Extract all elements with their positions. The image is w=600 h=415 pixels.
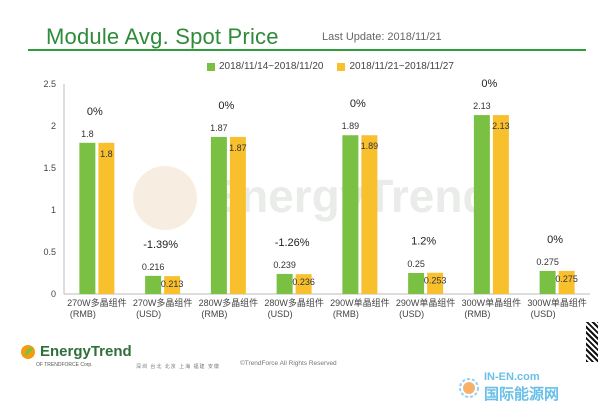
data-label: 0.239 bbox=[273, 260, 296, 270]
change-label: 0% bbox=[481, 78, 497, 90]
change-label: 0% bbox=[350, 98, 366, 110]
legend-swatch-yellow bbox=[337, 62, 346, 71]
x-tick-label-unit: (RMB) bbox=[201, 309, 227, 319]
data-label: 0.25 bbox=[407, 259, 425, 269]
x-tick-label-unit: (USD) bbox=[268, 309, 293, 319]
data-label: 0.275 bbox=[536, 257, 559, 267]
ien-watermark: IN-EN.com 国际能源网 bbox=[458, 371, 559, 404]
x-tick-label: 270W多晶组件 bbox=[67, 297, 127, 308]
legend-item-week1: 2018/11/14~2018/11/20 bbox=[207, 61, 323, 72]
change-label: 0% bbox=[547, 234, 563, 246]
x-tick-label: 280W多晶组件 bbox=[199, 297, 259, 308]
bar-week2 bbox=[558, 270, 575, 294]
x-tick-label-unit: (RMB) bbox=[333, 309, 359, 319]
data-label: 0.236 bbox=[292, 277, 315, 287]
data-label: 1.89 bbox=[342, 121, 360, 131]
x-tick-label-unit: (RMB) bbox=[464, 309, 490, 319]
change-label: -1.39% bbox=[143, 239, 178, 251]
title-divider bbox=[28, 49, 586, 51]
footer-logo-sub: OF TRENDFORCE Corp. bbox=[36, 362, 93, 368]
x-tick-label-unit: (USD) bbox=[531, 309, 556, 319]
footer-offices: 深圳 台北 北京 上海 福建 安徽 bbox=[136, 364, 220, 370]
bar-week2 bbox=[492, 115, 509, 294]
bar-week1 bbox=[79, 142, 96, 294]
data-label: 0.275 bbox=[555, 274, 578, 284]
bar-week1 bbox=[408, 273, 425, 294]
sun-logo-icon bbox=[459, 377, 479, 398]
y-tick-label: 2.5 bbox=[43, 79, 56, 89]
data-label: 1.87 bbox=[229, 143, 247, 153]
x-tick-label: 300W单晶组件 bbox=[462, 297, 522, 308]
footer-logo: EnergyTrend bbox=[20, 343, 132, 360]
bar-week1 bbox=[145, 275, 162, 294]
y-tick-label: 2 bbox=[51, 121, 56, 131]
page-title: Module Avg. Spot Price bbox=[46, 24, 279, 49]
y-tick-label: 0.5 bbox=[43, 247, 56, 257]
legend-swatch-green bbox=[207, 62, 215, 71]
x-tick-label-unit: (RMB) bbox=[70, 309, 96, 319]
bar-week1 bbox=[473, 115, 490, 294]
y-tick-label: 1 bbox=[51, 205, 56, 215]
x-tick-label-unit: (USD) bbox=[136, 309, 161, 319]
data-label: 2.13 bbox=[473, 101, 491, 111]
x-tick-label: 290W单晶组件 bbox=[396, 297, 456, 308]
bar-week2 bbox=[229, 136, 246, 294]
y-tick-label: 0 bbox=[51, 289, 56, 299]
change-label: 0% bbox=[218, 100, 234, 112]
data-label: 0.216 bbox=[142, 262, 165, 272]
legend-label: 2018/11/21~2018/11/27 bbox=[349, 61, 454, 72]
change-label: 0% bbox=[87, 106, 103, 118]
x-tick-label: 280W多晶组件 bbox=[264, 297, 324, 308]
bar-week2 bbox=[164, 276, 181, 294]
change-label: 1.2% bbox=[411, 236, 436, 248]
chart-legend: 2018/11/14~2018/11/20 2018/11/21~2018/11… bbox=[207, 61, 454, 72]
x-tick-label: 270W多晶组件 bbox=[133, 297, 193, 308]
bar-week1 bbox=[539, 270, 556, 294]
bar-week2 bbox=[295, 274, 312, 294]
legend-item-week2: 2018/11/21~2018/11/27 bbox=[337, 61, 454, 72]
data-label: 1.8 bbox=[81, 129, 94, 139]
ien-name: 国际能源网 bbox=[484, 386, 560, 403]
data-label: 1.89 bbox=[361, 141, 379, 151]
bar-week1 bbox=[342, 135, 359, 294]
x-tick-label-unit: (USD) bbox=[399, 309, 424, 319]
leaf-logo-icon bbox=[21, 344, 35, 359]
y-tick-label: 1.5 bbox=[43, 163, 56, 173]
data-label: 0.253 bbox=[424, 276, 447, 286]
bar-week2 bbox=[427, 272, 444, 294]
bar-week2 bbox=[98, 142, 115, 294]
bar-week1 bbox=[276, 273, 293, 294]
change-label: -1.26% bbox=[275, 237, 310, 249]
x-tick-label: 300W单晶组件 bbox=[527, 297, 587, 308]
data-label: 1.8 bbox=[100, 149, 113, 159]
qr-code-icon bbox=[586, 322, 598, 362]
watermark-leaf-icon bbox=[133, 166, 197, 230]
bar-week1 bbox=[210, 136, 227, 294]
last-update: Last Update: 2018/11/21 bbox=[322, 31, 442, 43]
footer-copyright: ©TrendForce All Rights Reserved bbox=[240, 360, 337, 367]
footer-logo-text: EnergyTrend bbox=[40, 343, 132, 360]
x-tick-label: 290W单晶组件 bbox=[330, 297, 390, 308]
data-label: 0.213 bbox=[161, 279, 184, 289]
data-label: 1.87 bbox=[210, 123, 228, 133]
legend-label: 2018/11/14~2018/11/20 bbox=[219, 61, 324, 72]
data-label: 2.13 bbox=[492, 121, 510, 131]
ien-domain: IN-EN.com bbox=[484, 371, 540, 383]
bar-week2 bbox=[361, 135, 378, 294]
